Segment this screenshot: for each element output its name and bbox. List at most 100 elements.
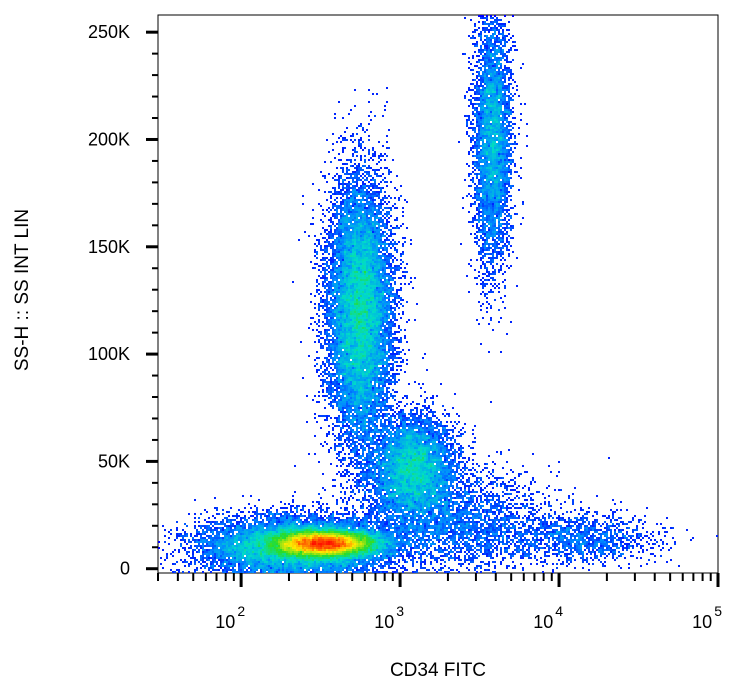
event-dot: [382, 255, 384, 257]
event-dot: [368, 123, 370, 125]
event-dot: [496, 209, 498, 211]
event-dot: [358, 141, 360, 143]
event-dot: [374, 331, 376, 333]
event-dot: [300, 341, 302, 343]
event-dot: [496, 157, 498, 159]
event-dot: [380, 225, 382, 227]
event-dot: [358, 173, 360, 175]
event-dot: [372, 225, 374, 227]
event-dot: [478, 85, 480, 87]
event-dot: [482, 93, 484, 95]
event-dot: [510, 61, 512, 63]
event-dot: [398, 325, 400, 327]
event-dot: [348, 255, 350, 257]
event-dot: [506, 151, 508, 153]
event-dot: [488, 187, 490, 189]
event-dot: [474, 195, 476, 197]
event-dot: [496, 109, 498, 111]
event-dot: [488, 51, 490, 53]
event-dot: [352, 349, 354, 351]
event-dot: [470, 185, 472, 187]
event-dot: [378, 141, 380, 143]
event-dot: [486, 35, 488, 37]
event-dot: [498, 133, 500, 135]
event-dot: [346, 311, 348, 313]
event-dot: [498, 103, 500, 105]
event-dot: [500, 137, 502, 139]
event-dot: [474, 99, 476, 101]
event-dot: [366, 291, 368, 293]
event-dot: [494, 223, 496, 225]
event-dot: [508, 115, 510, 117]
event-dot: [338, 257, 340, 259]
event-dot: [334, 233, 336, 235]
event-dot: [474, 109, 476, 111]
event-dot: [390, 271, 392, 273]
event-dot: [476, 43, 478, 45]
event-dot: [374, 269, 376, 271]
event-dot: [472, 31, 474, 33]
event-dot: [356, 243, 358, 245]
event-dot: [494, 89, 496, 91]
event-dot: [350, 195, 352, 197]
event-dot: [332, 251, 334, 253]
event-dot: [476, 177, 478, 179]
event-dot: [500, 111, 502, 113]
event-dot: [330, 259, 332, 261]
event-dot: [504, 149, 506, 151]
event-dot: [490, 129, 492, 131]
event-dot: [378, 297, 380, 299]
event-dot: [486, 187, 488, 189]
event-dot: [328, 235, 330, 237]
event-dot: [374, 345, 376, 347]
event-dot: [368, 171, 370, 173]
event-dot: [354, 281, 356, 283]
event-dot: [510, 245, 512, 247]
event-dot: [382, 299, 384, 301]
event-dot: [502, 117, 504, 119]
event-dot: [378, 207, 380, 209]
event-dot: [350, 307, 352, 309]
event-dot: [492, 87, 494, 89]
event-dot: [484, 239, 486, 241]
event-dot: [394, 207, 396, 209]
event-dot: [344, 179, 346, 181]
event-dot: [508, 185, 510, 187]
event-dot: [490, 217, 492, 219]
event-dot: [364, 279, 366, 281]
event-dot: [362, 295, 364, 297]
event-dot: [354, 181, 356, 183]
event-dot: [326, 333, 328, 335]
event-dot: [492, 201, 494, 203]
event-dot: [388, 317, 390, 319]
event-dot: [468, 193, 470, 195]
event-dot: [510, 169, 512, 171]
event-dot: [380, 191, 382, 193]
event-dot: [504, 107, 506, 109]
event-dot: [368, 327, 370, 329]
event-dot: [340, 299, 342, 301]
event-dot: [492, 119, 494, 121]
event-dot: [368, 259, 370, 261]
event-dot: [392, 339, 394, 341]
event-dot: [326, 181, 328, 183]
event-dot: [490, 191, 492, 193]
event-dot: [496, 159, 498, 161]
event-dot: [508, 143, 510, 145]
event-dot: [354, 323, 356, 325]
event-dot: [408, 319, 410, 321]
event-dot: [508, 165, 510, 167]
event-dot: [356, 173, 358, 175]
event-dot: [346, 171, 348, 173]
event-dot: [334, 303, 336, 305]
event-dot: [364, 249, 366, 251]
event-dot: [348, 259, 350, 261]
event-dot: [342, 269, 344, 271]
event-dot: [478, 229, 480, 231]
event-dot: [382, 293, 384, 295]
event-dot: [502, 139, 504, 141]
event-dot: [332, 309, 334, 311]
event-dot: [490, 131, 492, 133]
event-dot: [358, 191, 360, 193]
event-dot: [330, 201, 332, 203]
